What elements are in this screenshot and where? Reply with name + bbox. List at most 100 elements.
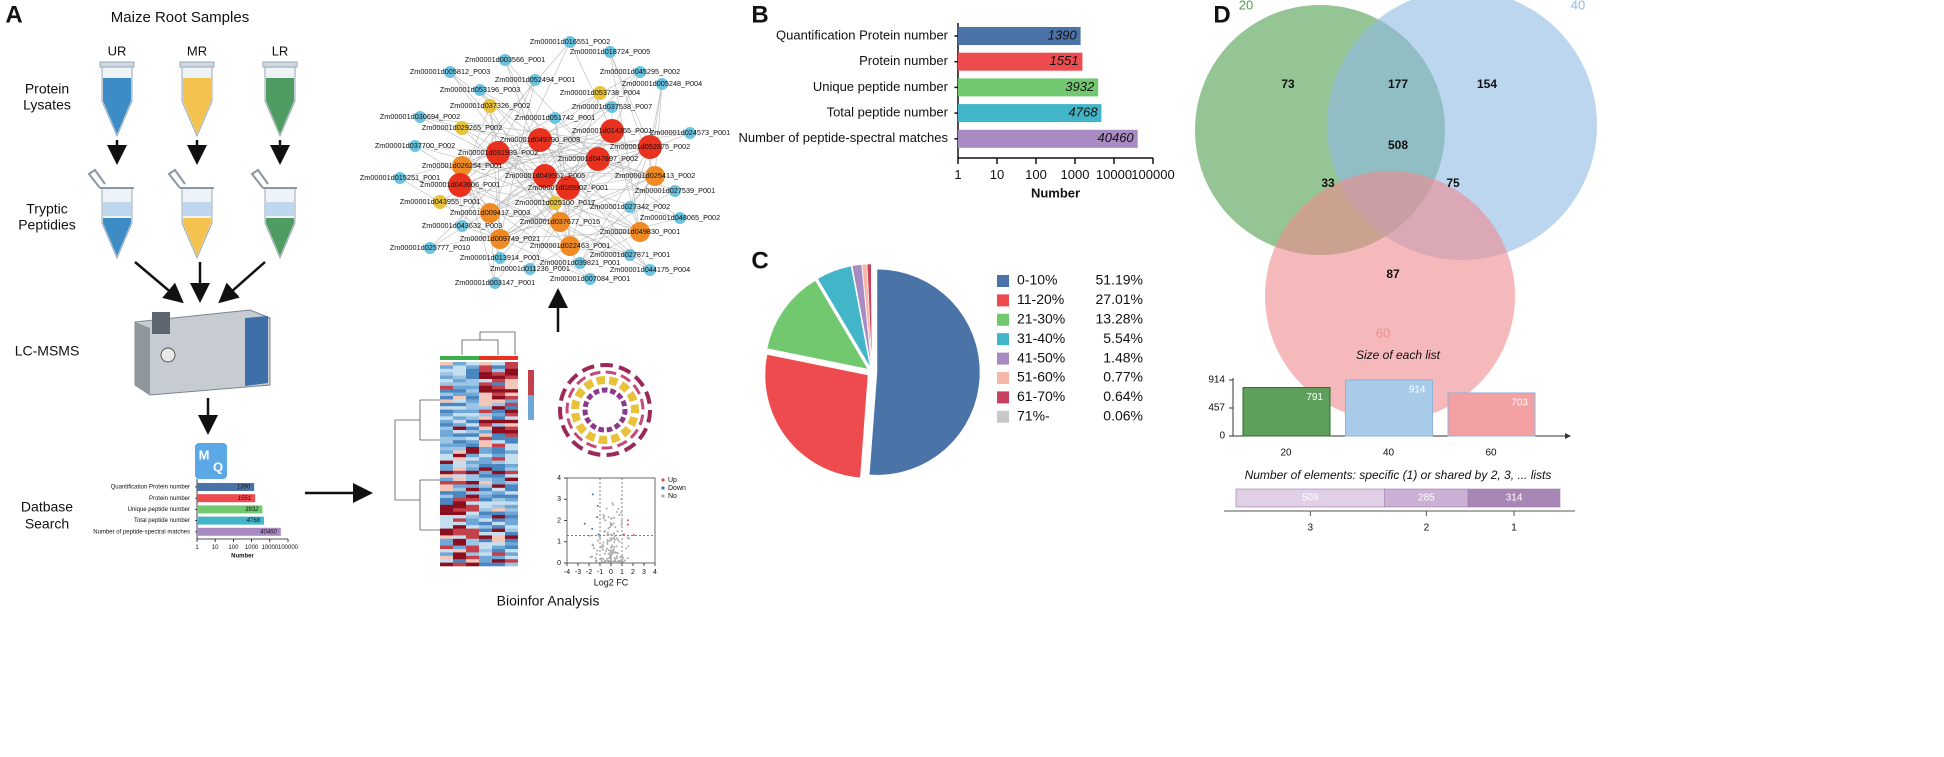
value-label: 5.54%: [1103, 330, 1143, 346]
circos-arc: [633, 375, 645, 388]
volcano-point: [606, 533, 609, 536]
heatmap-cell: [492, 375, 505, 380]
network-node-label: Zm00001d025777_P010: [390, 243, 470, 252]
heatmap-cell: [492, 562, 505, 567]
circos-arc: [597, 435, 608, 444]
network-edge: [499, 79, 536, 240]
workflow-title: Maize Root Samples: [111, 9, 249, 26]
heatmap-cell: [466, 385, 479, 390]
volcano-point: [617, 507, 620, 510]
heatmap-cell: [505, 538, 518, 543]
heatmap-cell: [492, 498, 505, 502]
network-node: [433, 195, 447, 209]
network-node-label: Zm00001d027342_P002: [590, 202, 670, 211]
network-node: [424, 242, 436, 254]
heatmap-cell: [492, 413, 505, 417]
heatmap-cell: [479, 372, 492, 376]
category-label: Total peptide number: [134, 518, 190, 524]
bar-segment: [1467, 488, 1561, 508]
network-node: [604, 46, 616, 58]
network-edge: [567, 187, 641, 233]
legend-marker: [661, 486, 665, 490]
heatmap-cell: [505, 552, 518, 557]
legend-swatch: [997, 391, 1009, 404]
volcano-point: [596, 549, 599, 552]
heatmap-cell: [492, 464, 505, 468]
heatmap-cell: [453, 406, 466, 410]
heatmap-cell: [492, 379, 505, 383]
volcano-point: [614, 551, 617, 554]
volcano-point: [602, 513, 605, 516]
network-edge: [597, 158, 681, 219]
heatmap-cell: [466, 399, 479, 404]
tube-lid: [167, 168, 214, 189]
volcano-point: [613, 541, 616, 544]
heatmap-cell: [466, 518, 479, 523]
heatmap-cell: [453, 436, 466, 441]
heatmap-cell: [492, 362, 505, 366]
heatmap-cell: [492, 484, 505, 489]
volcano-point: [622, 533, 625, 536]
heatmap-cell: [453, 559, 466, 563]
heatmap-cell: [479, 549, 492, 553]
heatmap-cell: [505, 555, 518, 560]
heatmap-cell: [505, 423, 518, 427]
legend-label: 31-40%: [1017, 330, 1065, 346]
heatmap-cell: [479, 392, 492, 397]
legend-swatch: [997, 333, 1009, 346]
heatmap-cell: [479, 525, 492, 529]
circos-arc: [565, 402, 570, 414]
network-node: [606, 101, 618, 113]
volcano-point: [626, 519, 629, 522]
heatmap-cell: [440, 413, 453, 417]
heatmap-cell: [453, 382, 466, 387]
heatmap-cell: [453, 365, 466, 370]
heatmap-cell: [479, 402, 492, 407]
heatmap-cell: [440, 450, 453, 455]
network-node-label: Zm00001d052875_P002: [610, 142, 690, 151]
network-edge: [539, 139, 651, 148]
heatmap-cell: [466, 494, 479, 499]
heatmap-cell: [505, 385, 518, 390]
network-node: [564, 36, 576, 48]
step-label: Datbase: [21, 499, 73, 515]
network-node-label: Zm00001d009417_P003: [450, 208, 530, 217]
heatmap-cell: [505, 487, 518, 492]
heatmap-cell: [440, 423, 453, 427]
legend-label: 51-60%: [1017, 369, 1065, 385]
volcano-point: [613, 535, 616, 538]
circos-arc: [609, 388, 617, 396]
volcano-point: [619, 556, 622, 559]
network-edge: [459, 184, 631, 256]
heatmap-legend: [528, 395, 534, 420]
network-edge: [611, 130, 641, 233]
heatmap-cell: [505, 464, 518, 468]
heatmap-cell: [479, 484, 492, 489]
network-node: [584, 273, 596, 285]
network-edge: [459, 184, 591, 280]
bar: [197, 516, 264, 525]
value-label: 4768: [247, 518, 261, 524]
x-tick-label: 10: [990, 167, 1004, 182]
heatmap-cell: [466, 365, 479, 370]
volcano-point: [615, 557, 618, 560]
bar: [958, 78, 1099, 97]
heatmap-cell: [479, 460, 492, 465]
heatmap-cell: [453, 538, 466, 543]
volcano-point: [616, 560, 619, 563]
network-node-label: Zm00001d003566_P001: [465, 55, 545, 64]
circos-arc: [582, 409, 589, 416]
heatmap-cell: [440, 515, 453, 519]
heatmap-cell: [466, 559, 479, 563]
heatmap-cell: [479, 409, 492, 414]
arrow: [134, 261, 184, 304]
heatmap-cell: [492, 532, 505, 536]
bar: [197, 483, 255, 491]
heatmap-cell: [492, 474, 505, 478]
panel-label: D: [1213, 1, 1230, 28]
circos-arc: [626, 390, 638, 403]
heatmap-cell: [466, 545, 479, 550]
network-edge: [461, 127, 561, 223]
heatmap-cell: [505, 525, 518, 529]
heatmap-cell: [505, 470, 518, 475]
